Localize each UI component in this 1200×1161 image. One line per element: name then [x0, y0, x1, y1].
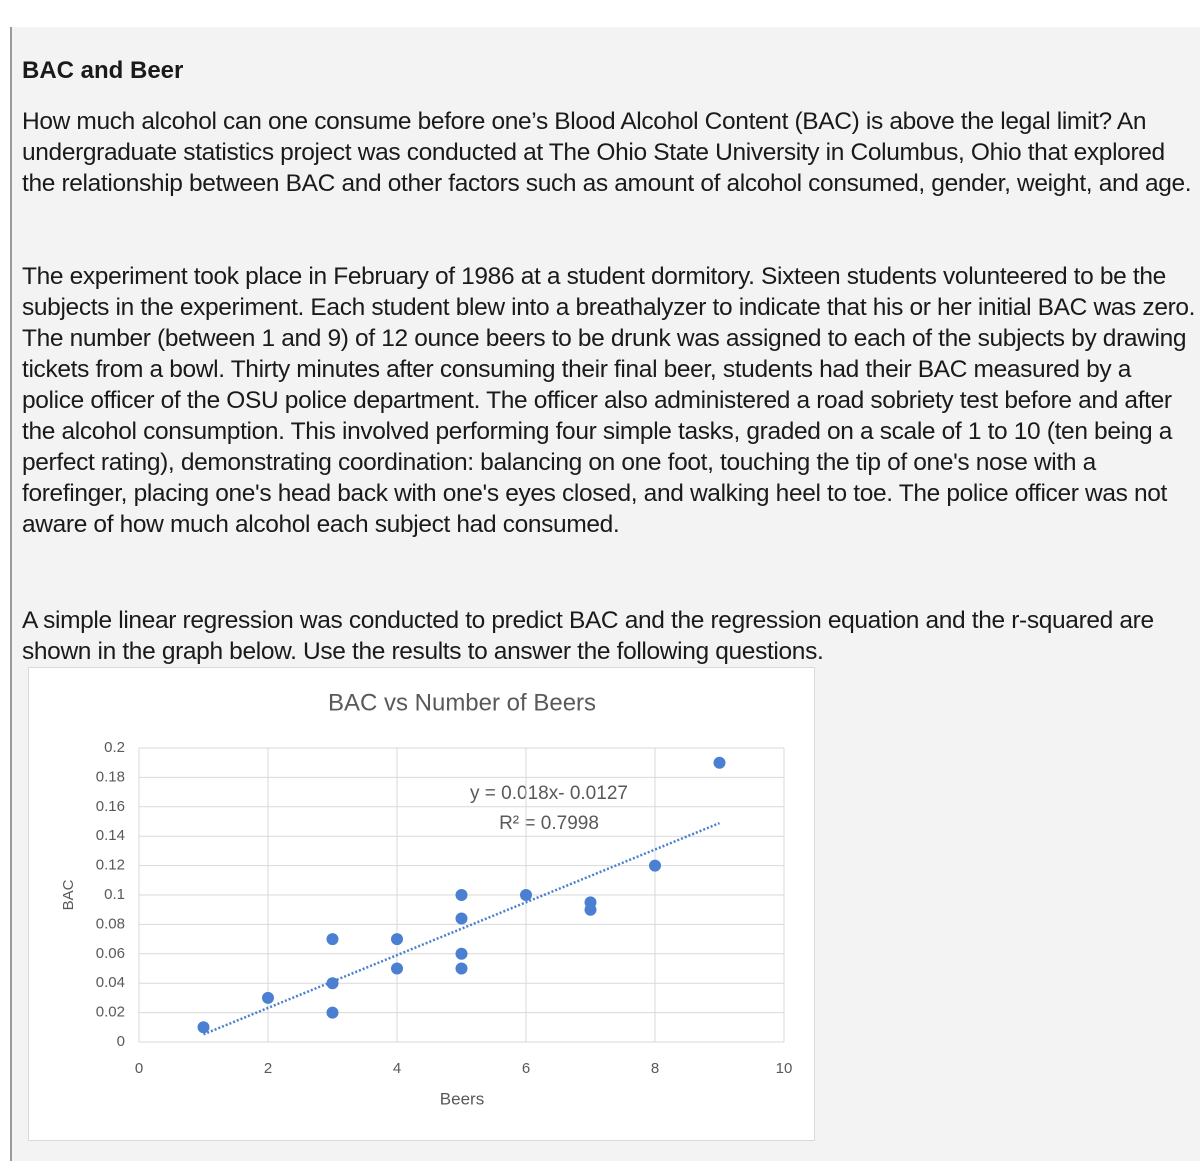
data-point: [455, 912, 468, 925]
paragraph: The experiment took place in February of…: [22, 263, 1196, 538]
x-tick-label: 2: [264, 1060, 272, 1077]
y-tick-label: 0: [117, 1033, 125, 1050]
data-point: [326, 1006, 339, 1019]
data-point: [584, 903, 597, 916]
data-point: [326, 933, 339, 946]
x-tick-label: 10: [776, 1060, 793, 1077]
data-point: [455, 947, 468, 960]
trendline: [203, 821, 720, 1036]
data-point: [391, 933, 403, 946]
y-tick-label: 0.12: [96, 857, 125, 874]
data-point: [455, 889, 468, 901]
heading: BAC and Beer: [22, 57, 184, 84]
y-tick-label: 0.14: [96, 827, 125, 844]
data-point: [649, 859, 661, 872]
r-squared: R² = 0.7998: [499, 813, 599, 834]
y-axis-label: BAC: [60, 879, 77, 910]
chart: BAC vs Number of Beers Beers BAC y = 0.0…: [60, 689, 793, 1108]
data-point: [455, 962, 468, 975]
y-tick-label: 0.2: [104, 739, 125, 756]
x-axis-label: Beers: [440, 1089, 484, 1108]
data-point: [391, 962, 403, 975]
x-tick-label: 0: [135, 1060, 143, 1077]
y-tick-label: 0.16: [96, 798, 125, 815]
x-tick-label: 8: [651, 1060, 659, 1077]
trendline-equation: y = 0.018x- 0.0127: [470, 783, 628, 804]
chart-frame: BAC vs Number of Beers Beers BAC y = 0.0…: [28, 667, 815, 1141]
y-tick-label: 0.02: [96, 1004, 125, 1021]
x-tick-label: 4: [393, 1060, 401, 1077]
y-tick-label: 0.1: [104, 886, 125, 903]
y-tick-label: 0.06: [96, 945, 125, 962]
y-tick-label: 0.08: [96, 915, 125, 932]
y-tick-label: 0.18: [96, 768, 125, 785]
y-tick-label: 0.04: [96, 974, 125, 991]
paragraph: A simple linear regression was conducted…: [22, 607, 1154, 665]
data-point: [713, 756, 726, 769]
paragraph: How much alcohol can one consume before …: [22, 108, 1192, 197]
data-point: [326, 977, 339, 990]
x-tick-label: 6: [522, 1060, 530, 1077]
chart-title: BAC vs Number of Beers: [328, 689, 596, 716]
data-point: [262, 991, 274, 1004]
data-point: [197, 1021, 210, 1034]
data-point: [520, 889, 532, 901]
